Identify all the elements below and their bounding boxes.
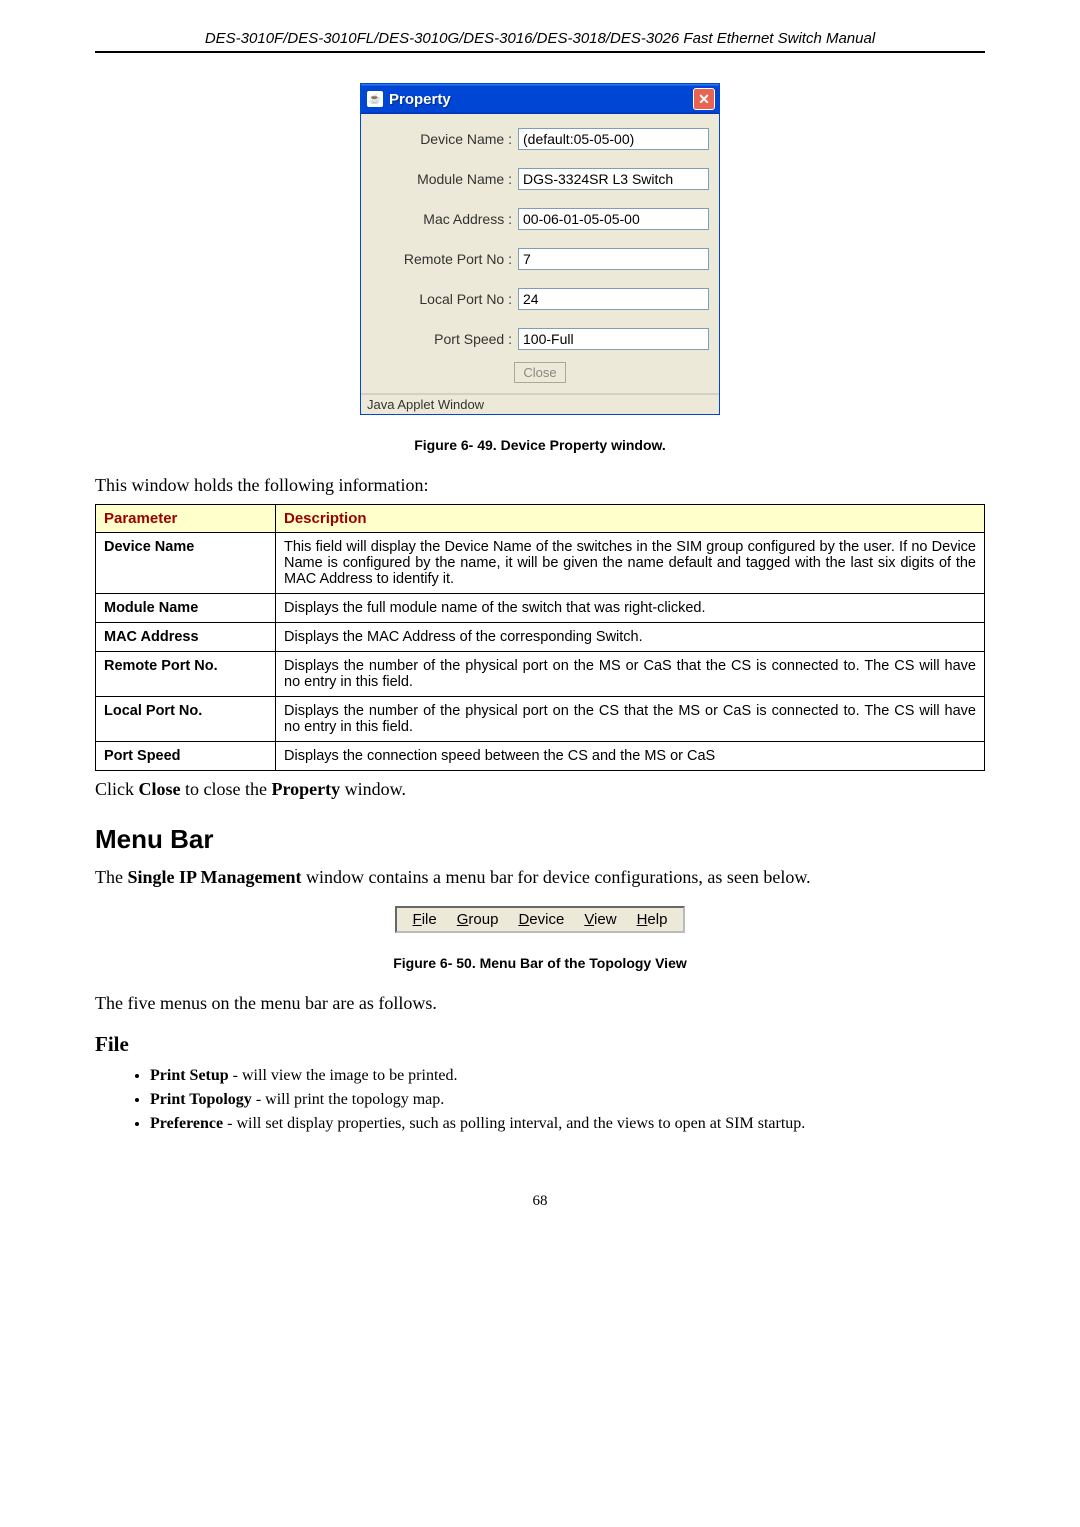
bold-close: Close: [139, 779, 181, 799]
bullet-text: - will set display properties, such as p…: [223, 1115, 805, 1132]
close-icon[interactable]: ✕: [693, 88, 715, 110]
figure-caption-50: Figure 6- 50. Menu Bar of the Topology V…: [95, 955, 985, 971]
menu-view[interactable]: View: [584, 911, 616, 928]
param-remote-port: Remote Port No.: [96, 652, 276, 697]
list-item: Preference - will set display properties…: [150, 1115, 985, 1133]
dialog-titlebar: ☕ Property ✕: [361, 84, 719, 114]
status-bar: Java Applet Window: [361, 393, 719, 414]
input-port-speed[interactable]: [518, 328, 709, 350]
desc-port-speed: Displays the connection speed between th…: [276, 742, 985, 771]
bullet-bold: Print Topology: [150, 1091, 252, 1108]
menubar-wrapper: File Group Device View Help: [95, 906, 985, 933]
bold-property: Property: [271, 779, 340, 799]
table-row: Remote Port No. Displays the number of t…: [96, 652, 985, 697]
label-device-name: Device Name :: [371, 131, 518, 147]
list-item: Print Setup - will view the image to be …: [150, 1067, 985, 1085]
label-port-speed: Port Speed :: [371, 331, 518, 347]
titlebar-left: ☕ Property: [367, 91, 451, 108]
bullet-text: - will print the topology map.: [252, 1091, 444, 1108]
table-row: Module Name Displays the full module nam…: [96, 594, 985, 623]
param-module-name: Module Name: [96, 594, 276, 623]
menubar: File Group Device View Help: [395, 906, 686, 933]
label-remote-port: Remote Port No :: [371, 251, 518, 267]
file-menu-list: Print Setup - will view the image to be …: [150, 1067, 985, 1133]
menu-group[interactable]: Group: [457, 911, 499, 928]
label-local-port: Local Port No :: [371, 291, 518, 307]
txt: window contains a menu bar for device co…: [301, 867, 810, 887]
param-mac-address: MAC Address: [96, 623, 276, 652]
page-number: 68: [95, 1193, 985, 1210]
dialog-body: Device Name : Module Name : Mac Address …: [361, 114, 719, 393]
field-module-name: Module Name :: [371, 168, 709, 190]
heading-menu-bar: Menu Bar: [95, 824, 985, 855]
txt: window.: [340, 779, 406, 799]
txt: Click: [95, 779, 139, 799]
bold-sim: Single IP Management: [127, 867, 301, 887]
input-device-name[interactable]: [518, 128, 709, 150]
label-mac-address: Mac Address :: [371, 211, 518, 227]
desc-device-name: This field will display the Device Name …: [276, 533, 985, 594]
input-module-name[interactable]: [518, 168, 709, 190]
desc-module-name: Displays the full module name of the swi…: [276, 594, 985, 623]
table-row: Port Speed Displays the connection speed…: [96, 742, 985, 771]
java-icon: ☕: [367, 91, 383, 107]
bullet-bold: Print Setup: [150, 1067, 229, 1084]
figure-caption-49: Figure 6- 49. Device Property window.: [95, 437, 985, 453]
desc-remote-port: Displays the number of the physical port…: [276, 652, 985, 697]
field-remote-port: Remote Port No :: [371, 248, 709, 270]
param-local-port: Local Port No.: [96, 697, 276, 742]
input-mac-address[interactable]: [518, 208, 709, 230]
five-menus-text: The five menus on the menu bar are as fo…: [95, 993, 985, 1014]
label-module-name: Module Name :: [371, 171, 518, 187]
field-device-name: Device Name :: [371, 128, 709, 150]
page: DES-3010F/DES-3010FL/DES-3010G/DES-3016/…: [0, 0, 1080, 1270]
parameter-table: Parameter Description Device Name This f…: [95, 504, 985, 771]
th-parameter: Parameter: [96, 505, 276, 533]
input-remote-port[interactable]: [518, 248, 709, 270]
param-device-name: Device Name: [96, 533, 276, 594]
desc-local-port: Displays the number of the physical port…: [276, 697, 985, 742]
close-instruction: Click Close to close the Property window…: [95, 779, 985, 800]
menu-file[interactable]: File: [413, 911, 437, 928]
close-row: Close: [371, 362, 709, 383]
dialog-title: Property: [389, 91, 451, 108]
menu-help[interactable]: Help: [637, 911, 668, 928]
list-item: Print Topology - will print the topology…: [150, 1091, 985, 1109]
field-port-speed: Port Speed :: [371, 328, 709, 350]
menu-device[interactable]: Device: [518, 911, 564, 928]
bullet-bold: Preference: [150, 1115, 223, 1132]
table-row: Device Name This field will display the …: [96, 533, 985, 594]
doc-header: DES-3010F/DES-3010FL/DES-3010G/DES-3016/…: [95, 30, 985, 53]
th-description: Description: [276, 505, 985, 533]
bullet-text: - will view the image to be printed.: [229, 1067, 458, 1084]
field-mac-address: Mac Address :: [371, 208, 709, 230]
field-local-port: Local Port No :: [371, 288, 709, 310]
param-port-speed: Port Speed: [96, 742, 276, 771]
input-local-port[interactable]: [518, 288, 709, 310]
txt: The: [95, 867, 127, 887]
heading-file: File: [95, 1032, 985, 1057]
table-row: Local Port No. Displays the number of th…: [96, 697, 985, 742]
close-button[interactable]: Close: [514, 362, 565, 383]
table-row: MAC Address Displays the MAC Address of …: [96, 623, 985, 652]
property-dialog: ☕ Property ✕ Device Name : Module Name :…: [360, 83, 720, 415]
menu-intro: The Single IP Management window contains…: [95, 867, 985, 888]
desc-mac-address: Displays the MAC Address of the correspo…: [276, 623, 985, 652]
intro-text: This window holds the following informat…: [95, 475, 985, 496]
txt: to close the: [181, 779, 272, 799]
